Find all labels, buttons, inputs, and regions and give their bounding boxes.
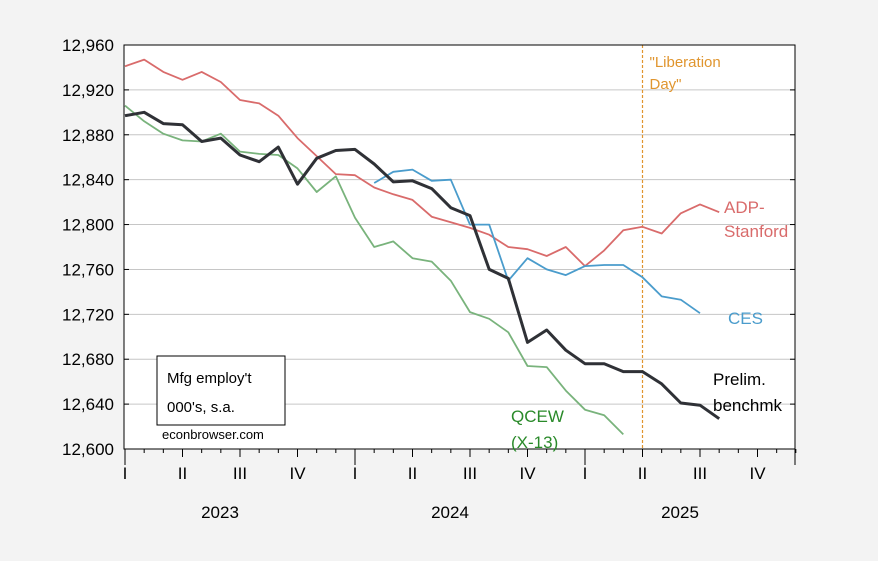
y-tick-label: 12,720 — [62, 305, 114, 324]
x-quarter-label: III — [463, 464, 477, 483]
series-label-prelim-benchmk: benchmk — [713, 396, 782, 415]
series-label-prelim-benchmk: Prelim. — [713, 370, 766, 389]
x-quarter-label: III — [233, 464, 247, 483]
series-label-ces: CES — [728, 309, 763, 328]
series-label-adp-stanford: ADP- — [724, 198, 765, 217]
series-line-ces — [373, 168, 701, 314]
x-year-label: 2025 — [661, 503, 699, 522]
plot-frame — [123, 44, 796, 450]
series-label-qcew-x-13: (X-13) — [511, 433, 558, 452]
x-quarter-label: IV — [749, 464, 766, 483]
annotation-box: Mfg employ't 000's, s.a. — [156, 355, 286, 426]
x-quarter-label: I — [583, 464, 588, 483]
x-year-label: 2024 — [431, 503, 469, 522]
y-tick-label: 12,800 — [62, 216, 114, 235]
series-line-prelim-benchmk — [124, 110, 721, 420]
y-tick-label: 12,760 — [62, 260, 114, 279]
y-tick-label: 12,880 — [62, 126, 114, 145]
x-quarter-label: II — [178, 464, 187, 483]
x-quarter-label: IV — [519, 464, 536, 483]
x-quarter-label: II — [638, 464, 647, 483]
x-year-label: 2023 — [201, 503, 239, 522]
series-labels: ADP- Stanford CES Prelim. benchmk QCEW (X-13) — [511, 198, 788, 452]
y-tick-label: 12,640 — [62, 395, 114, 414]
series-label-qcew-x-13: QCEW — [511, 407, 564, 426]
y-tick-label: 12,600 — [62, 440, 114, 459]
series-line-adp-stanford — [124, 58, 720, 268]
y-axis: 12,600 12,640 12,680 12,720 12,760 12,800 12,8… — [62, 36, 795, 459]
y-tick-label: 12,680 — [62, 350, 114, 369]
x-quarter-label: I — [353, 464, 358, 483]
annotation-line2: 000's, s.a. — [167, 399, 235, 416]
x-quarter-label: IV — [289, 464, 306, 483]
x-quarter-label: II — [408, 464, 417, 483]
y-tick-label: 12,920 — [62, 81, 114, 100]
liberation-day-label-line2: Day" — [650, 76, 682, 93]
x-quarter-label: I — [123, 464, 128, 483]
series-lines — [124, 58, 721, 436]
series-label-adp-stanford: Stanford — [724, 222, 788, 241]
source-label: econbrowser.com — [162, 427, 264, 442]
x-quarter-label: III — [693, 464, 707, 483]
liberation-day-label-line1: "Liberation — [650, 54, 721, 71]
liberation-day-marker: "Liberation Day" — [641, 45, 721, 449]
y-tick-label: 12,840 — [62, 171, 114, 190]
y-tick-label: 12,960 — [62, 36, 114, 55]
annotation-line1: Mfg employ't — [167, 370, 252, 387]
annotation-box-frame — [156, 355, 286, 426]
